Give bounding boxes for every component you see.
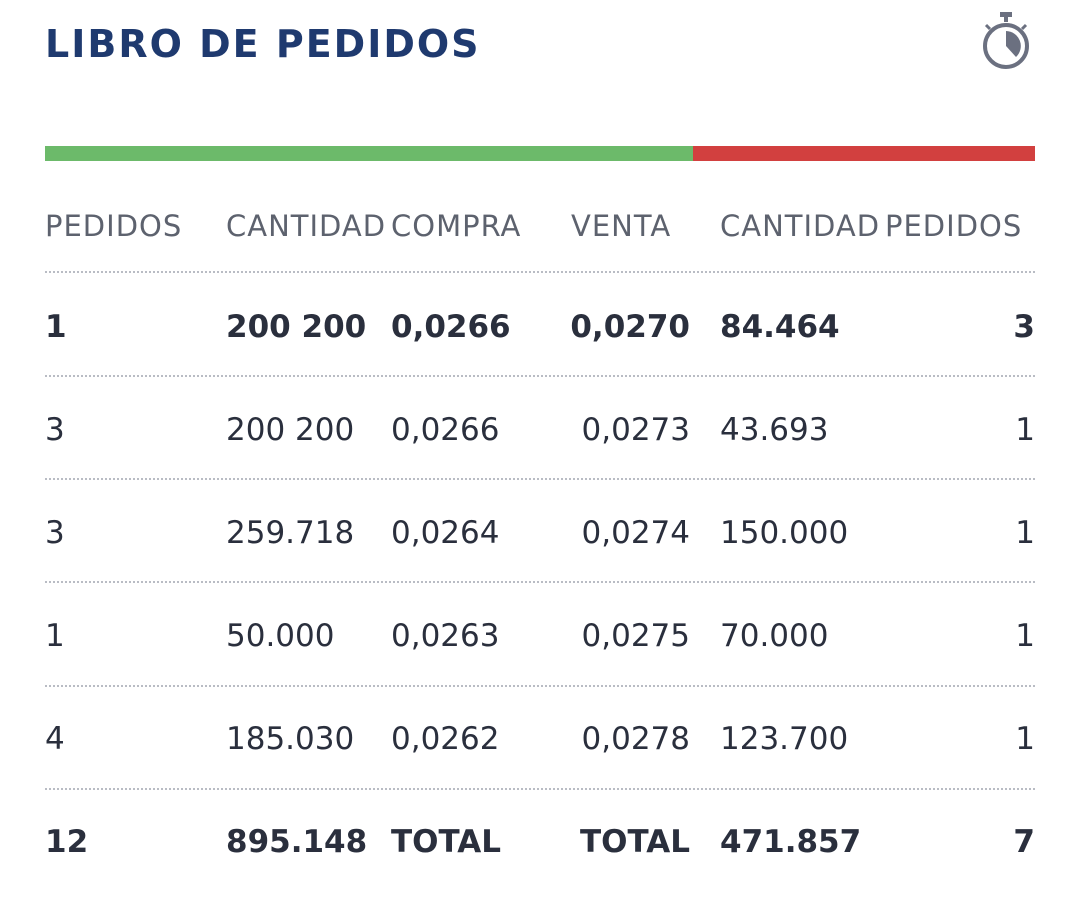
table-cell: 3 — [45, 412, 65, 448]
table-cell: 1 — [1015, 721, 1035, 757]
sell-depth-bar — [693, 146, 1035, 161]
table-cell: 0,0278 — [581, 721, 690, 757]
table-cell: TOTAL — [580, 824, 690, 860]
table-cell: 50.000 — [226, 618, 335, 654]
table-cell: 3 — [1013, 309, 1035, 345]
row-separator — [45, 685, 1035, 687]
column-header: CANTIDAD — [226, 209, 387, 243]
column-header: PEDIDOS — [885, 209, 1023, 243]
table-cell: 123.700 — [720, 721, 849, 757]
table-cell: 12 — [45, 824, 89, 860]
title: LIBRO DE PEDIDOS — [45, 22, 481, 66]
row-separator — [45, 788, 1035, 790]
table-cell: 3 — [45, 515, 65, 551]
table-cell: 1 — [45, 309, 67, 345]
table-cell: 1 — [45, 618, 65, 654]
table-cell: 0,0270 — [570, 309, 690, 345]
column-header: CANTIDAD — [720, 209, 881, 243]
table-cell: 200 200 — [226, 412, 355, 448]
table-cell: 43.693 — [720, 412, 829, 448]
table-cell: 471.857 — [720, 824, 862, 860]
row-separator — [45, 478, 1035, 480]
table-cell: 150.000 — [720, 515, 849, 551]
table-cell: 7 — [1013, 824, 1035, 860]
timer-icon[interactable] — [978, 10, 1034, 72]
row-separator — [45, 375, 1035, 377]
table-cell: 1 — [1015, 515, 1035, 551]
table-cell: 0,0266 — [391, 309, 511, 345]
table-cell: 895.148 — [226, 824, 368, 860]
row-separator — [45, 271, 1035, 273]
table-cell: 0,0273 — [581, 412, 690, 448]
table-cell: 1 — [1015, 618, 1035, 654]
table-cell: 0,0263 — [391, 618, 500, 654]
table-cell: 0,0274 — [581, 515, 690, 551]
buy-depth-bar — [45, 146, 694, 161]
table-cell: 0,0264 — [391, 515, 500, 551]
table-cell: 84.464 — [720, 309, 840, 345]
table-cell: 0,0262 — [391, 721, 500, 757]
table-cell: TOTAL — [391, 824, 501, 860]
column-header: VENTA — [571, 209, 672, 243]
table-cell: 259.718 — [226, 515, 355, 551]
table-cell: 0,0266 — [391, 412, 500, 448]
table-cell: 200 200 — [226, 309, 367, 345]
table-cell: 4 — [45, 721, 65, 757]
table-cell: 1 — [1015, 412, 1035, 448]
table-cell: 185.030 — [226, 721, 355, 757]
row-separator — [45, 581, 1035, 583]
column-header: COMPRA — [391, 209, 522, 243]
column-header: PEDIDOS — [45, 209, 183, 243]
table-cell: 0,0275 — [581, 618, 690, 654]
table-cell: 70.000 — [720, 618, 829, 654]
